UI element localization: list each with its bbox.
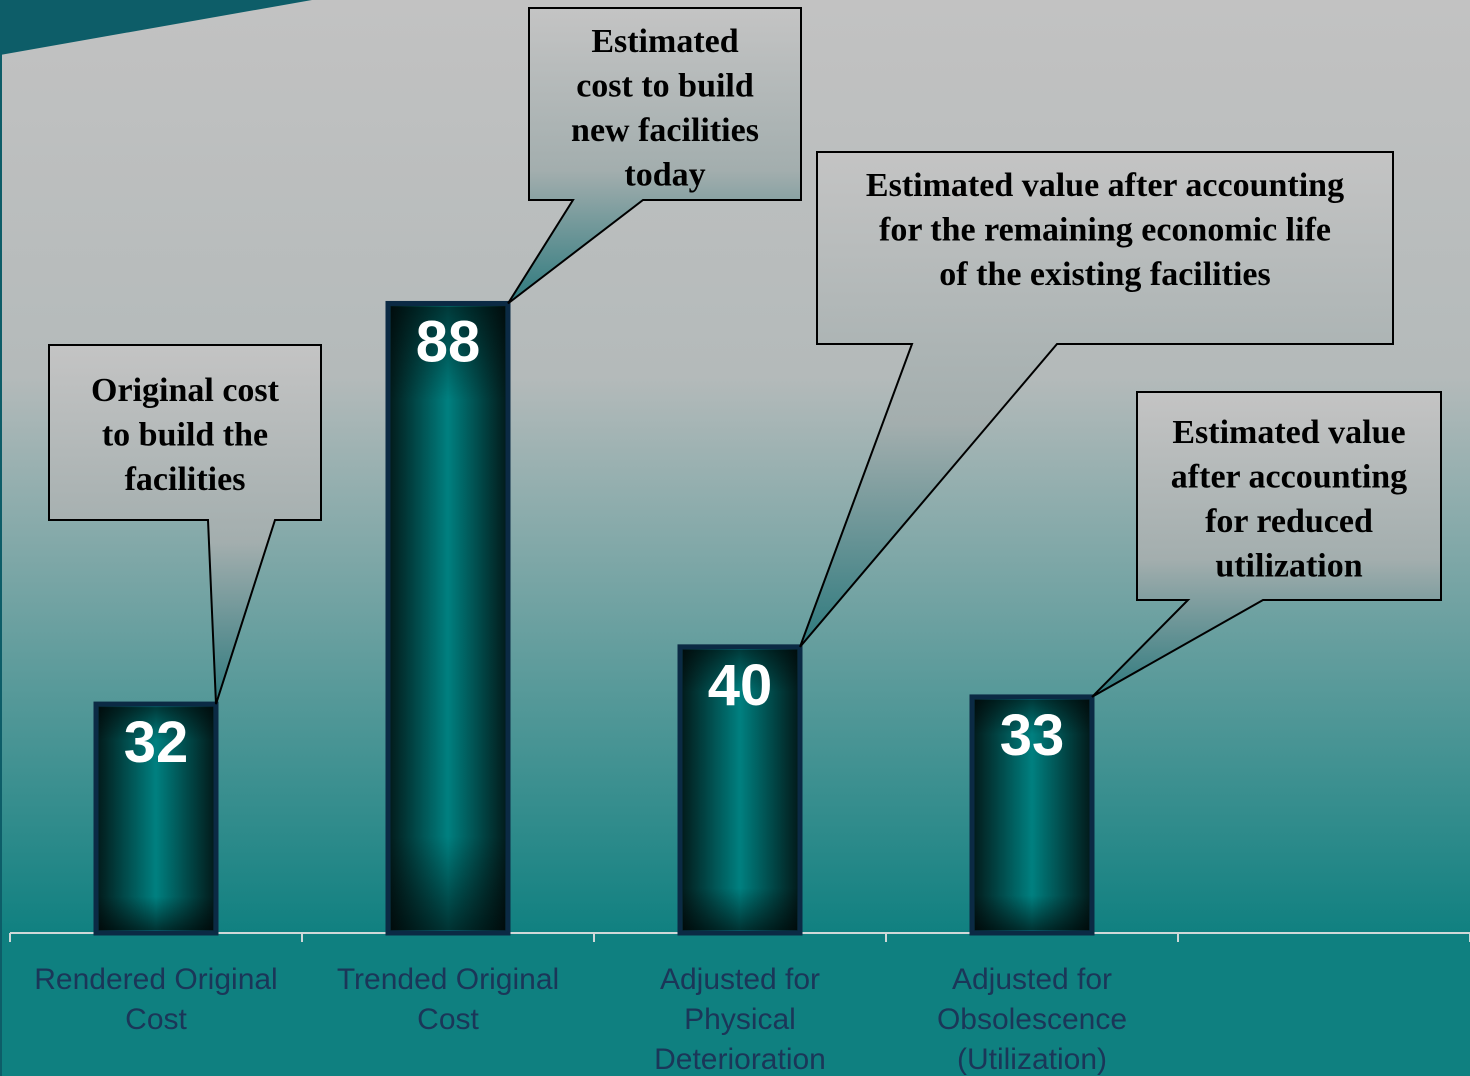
callout (507, 7, 802, 305)
annotation-line: after accounting (1171, 459, 1407, 496)
annotation-line: for reduced (1205, 503, 1373, 540)
annotation: Estimated cost to build new facilities toda… (571, 23, 759, 194)
annotation-line: for the remaining economic life (879, 212, 1331, 249)
value-label: 33 (1000, 703, 1065, 768)
annotation-line: cost to build (576, 68, 754, 105)
x-tick-label: Trended Original Cost (336, 963, 560, 1036)
x-tick-label: Adjusted for Physical Deterioration (654, 963, 826, 1076)
callout (1091, 391, 1442, 698)
bar-shade (391, 306, 505, 930)
value-label: 32 (124, 710, 189, 775)
value-label: 40 (708, 653, 773, 718)
bar-shade (99, 707, 213, 930)
annotation: Original cost to build the facilities (91, 372, 280, 498)
callout (48, 344, 322, 705)
bar-shade (975, 699, 1089, 930)
annotation-line: Estimated (591, 23, 738, 60)
annotation-line: Estimated value (1172, 414, 1405, 451)
annotation-line: utilization (1215, 548, 1362, 585)
annotation-line: to build the (102, 417, 268, 454)
annotation-line: facilities (125, 461, 246, 498)
annotation-line: new facilities (571, 112, 759, 149)
x-tick-label: Adjusted for Obsolescence (Utilization) (936, 963, 1128, 1076)
corner-wedge (0, 0, 312, 55)
x-tick-label: Rendered Original Cost (34, 963, 278, 1036)
annotation-line: of the existing facilities (939, 256, 1270, 293)
callout (799, 151, 1394, 648)
annotation-line: Original cost (91, 372, 280, 409)
annotation-line: Estimated value after accounting (866, 167, 1344, 204)
annotation: Estimated value after accounting for reduc… (1171, 414, 1407, 585)
value-label: 88 (416, 309, 481, 374)
bar-shade (683, 649, 797, 930)
annotation: Estimated value after accounting for the … (866, 167, 1344, 293)
annotation-line: today (624, 157, 705, 194)
